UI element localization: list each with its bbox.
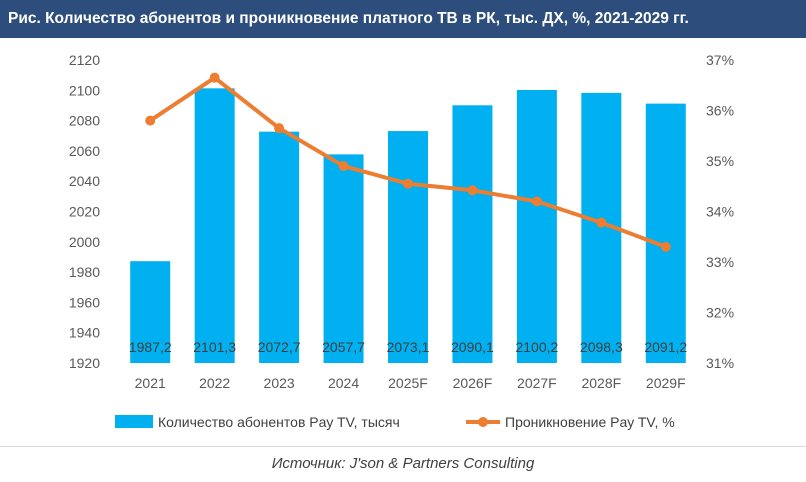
legend-line-label: Проникновение Pay TV, % xyxy=(505,414,675,430)
bar-data-label: 2073,1 xyxy=(387,339,430,355)
bar xyxy=(452,105,493,364)
x-tick-label: 2022 xyxy=(199,375,230,391)
x-tick-label: 2028F xyxy=(581,375,621,391)
left-tick-label: 1960 xyxy=(69,294,100,310)
chart-area: 1920 1940 1960 1980 2000 2020 2040 2060 2080 2100… xyxy=(69,52,734,430)
line-point xyxy=(145,115,156,126)
right-tick-label: 37% xyxy=(706,52,734,68)
legend-line-marker xyxy=(478,417,488,427)
line-point xyxy=(467,185,478,196)
left-axis: 1920 1940 1960 1980 2000 2020 2040 2060 2080 2100… xyxy=(69,52,100,371)
x-tick-label: 2027F xyxy=(517,375,557,391)
bar-data-label: 2072,7 xyxy=(258,339,301,355)
line-point xyxy=(403,178,413,189)
right-tick-label: 32% xyxy=(706,305,734,321)
left-tick-label: 2060 xyxy=(69,143,100,159)
right-tick-label: 33% xyxy=(706,254,734,270)
right-tick-label: 35% xyxy=(706,153,734,169)
right-tick-label: 31% xyxy=(706,355,734,371)
bar-data-label: 2101,3 xyxy=(193,339,236,355)
x-tick-label: 2029F xyxy=(646,375,686,391)
line-point xyxy=(660,241,671,252)
line-point xyxy=(531,196,542,207)
line-point xyxy=(274,123,285,134)
x-tick-label: 2023 xyxy=(264,375,295,391)
divider xyxy=(0,446,806,447)
line-point xyxy=(338,161,349,172)
left-tick-label: 1940 xyxy=(69,325,100,341)
bar-data-label: 2057,7 xyxy=(322,339,365,355)
bar xyxy=(645,103,686,363)
right-tick-label: 34% xyxy=(706,204,734,220)
bar xyxy=(259,131,300,363)
x-tick-label: 2021 xyxy=(135,375,166,391)
bar-series xyxy=(130,88,686,364)
legend-bar-label: Количество абонентов Pay TV, тысяч xyxy=(158,414,400,430)
legend: Количество абонентов Pay TV, тысяч Проник… xyxy=(115,414,675,430)
x-tick-label: 2026F xyxy=(453,375,493,391)
left-tick-label: 2040 xyxy=(69,173,100,189)
bar xyxy=(516,89,557,363)
bar xyxy=(388,131,428,363)
bar xyxy=(130,261,171,363)
x-tick-label: 2025F xyxy=(388,375,428,391)
right-axis: 31% 32% 33% 34% 35% 36% 37% xyxy=(706,52,734,371)
bar xyxy=(323,154,364,363)
x-axis: 2021 2022 2023 2024 2025F 2026F 2027F 2028F 2029… xyxy=(135,375,686,391)
legend-bar-swatch xyxy=(115,415,153,428)
bar xyxy=(194,88,235,363)
bar-data-label: 2091,2 xyxy=(644,339,687,355)
left-tick-label: 2020 xyxy=(69,204,100,220)
bar-data-labels: 1987,2 2101,3 2072,7 2057,7 2073,1 2090,1 2100… xyxy=(129,339,688,355)
chart-title: Рис. Количество абонентов и проникновени… xyxy=(0,0,806,38)
left-tick-label: 2120 xyxy=(69,52,100,68)
bar-data-label: 1987,2 xyxy=(129,339,172,355)
source-note: Источник: J'son & Partners Consulting xyxy=(271,455,535,472)
left-tick-label: 2000 xyxy=(69,234,100,250)
left-tick-label: 1980 xyxy=(69,264,100,280)
bar-data-label: 2100,2 xyxy=(515,339,558,355)
line-point xyxy=(596,217,607,228)
right-tick-label: 36% xyxy=(706,103,734,119)
left-tick-label: 1920 xyxy=(69,355,100,371)
bar-data-label: 2090,1 xyxy=(451,339,494,355)
x-tick-label: 2024 xyxy=(328,375,359,391)
bar-data-label: 2098,3 xyxy=(580,339,623,355)
left-tick-label: 2100 xyxy=(69,82,100,98)
line-series xyxy=(145,72,671,252)
line-point xyxy=(209,72,220,83)
left-tick-label: 2080 xyxy=(69,113,100,129)
